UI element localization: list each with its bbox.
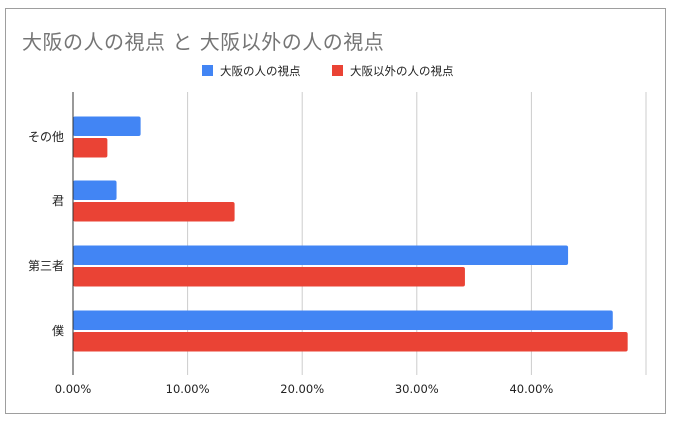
legend-swatch: [332, 65, 343, 76]
bar: [73, 138, 108, 158]
legend-label: 大阪の人の視点: [220, 64, 301, 78]
bars: [73, 116, 628, 352]
legend-swatch: [202, 65, 213, 76]
x-tick-label: 10.00%: [166, 382, 210, 396]
bar: [73, 332, 628, 352]
category-label: 僕: [52, 324, 64, 338]
chart-title: 大阪の人の視点 と 大阪以外の人の視点: [22, 30, 385, 54]
bar: [73, 310, 613, 330]
legend: 大阪の人の視点 大阪以外の人の視点: [202, 64, 454, 78]
category-label: 君: [52, 194, 64, 208]
category-label: その他: [28, 130, 64, 144]
bar: [73, 180, 117, 200]
legend-label: 大阪以外の人の視点: [350, 64, 454, 78]
x-tick-label: 20.00%: [280, 382, 324, 396]
bar: [73, 116, 141, 136]
bar: [73, 267, 465, 287]
x-tick-label: 40.00%: [509, 382, 553, 396]
category-label: 第三者: [28, 259, 64, 273]
bar: [73, 202, 235, 222]
bar: [73, 245, 569, 265]
x-tick-label: 0.00%: [55, 382, 92, 396]
x-tick-label: 30.00%: [395, 382, 439, 396]
